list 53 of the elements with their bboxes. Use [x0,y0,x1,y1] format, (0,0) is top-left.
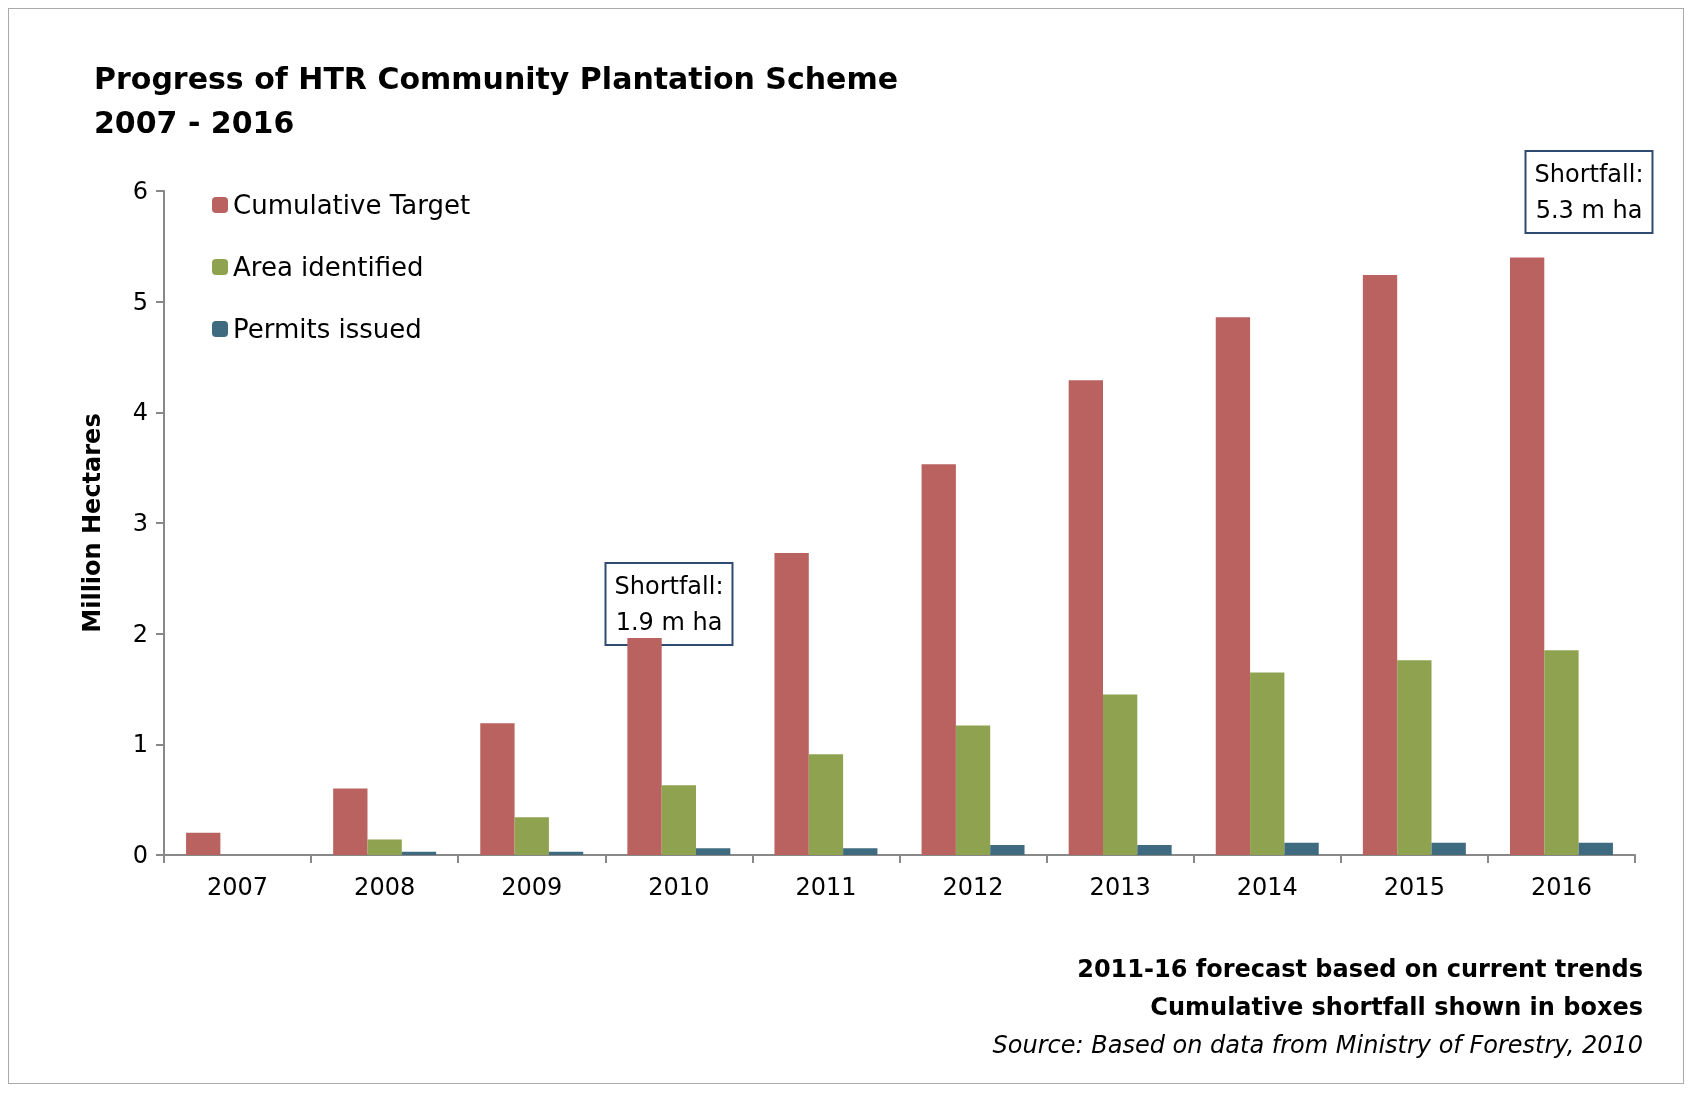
bar [1578,842,1613,855]
bar [186,832,221,855]
bar [1284,842,1319,855]
bar [1544,650,1579,855]
bar [1362,275,1398,855]
x-tick-label: 2016 [1530,873,1592,901]
x-tick-label: 2013 [1089,873,1151,901]
annotation: Shortfall: 5.3 m ha [1534,160,1644,224]
x-tick-label: 2010 [648,873,710,901]
x-tick-label: 2011 [795,873,857,901]
bar [480,723,515,855]
bar [1397,660,1432,855]
x-tick-label: 2015 [1383,873,1445,901]
bar [1068,380,1103,855]
bar [1102,694,1138,855]
text: Cumulative shortfall shown in boxes [1150,993,1643,1021]
bar [1215,317,1251,855]
y-tick-label: 5 [132,287,148,316]
x-tick-label: 2008 [354,873,416,901]
bar [1431,842,1466,855]
y-tick-label: 2 [132,619,148,648]
bar [627,638,662,855]
chart-title: Progress of HTR Community Plantation Scheme 2007 - 2016 [94,60,899,140]
bar [990,845,1025,855]
legend-label: Permits issued [233,314,422,344]
annotation: Shortfall: 1.9 m ha [614,572,724,636]
bar [333,788,368,855]
bar [1509,257,1545,855]
bar [661,785,697,855]
x-tick-label: 2009 [501,873,563,901]
y-tick-label: 3 [132,509,148,537]
x-tick-label: 2007 [207,873,269,901]
legend-label: Area identified [233,252,424,282]
y-tick-label: 0 [132,841,148,869]
bar [1250,672,1285,855]
bar [696,848,731,855]
x-tick-label: 2012 [942,873,1004,901]
bar [1137,845,1172,855]
source-note: Source: Based on data from Ministry of Forestry, 2010 [992,1031,1643,1059]
y-tick-label: 6 [132,177,148,205]
text: 2011-16 forecast based on current trends [1077,955,1643,983]
bar [808,754,844,855]
bar [921,464,956,855]
bar [843,848,878,855]
bar [774,552,809,855]
bar [955,725,991,855]
bar [367,839,402,855]
bar [514,817,549,855]
y-tick-label: 1 [132,730,148,759]
legend-label: Cumulative Target [233,190,471,220]
y-axis-title: Million Hectares [78,413,106,633]
x-tick-label: 2014 [1236,873,1298,901]
y-tick-label: 4 [132,398,148,427]
